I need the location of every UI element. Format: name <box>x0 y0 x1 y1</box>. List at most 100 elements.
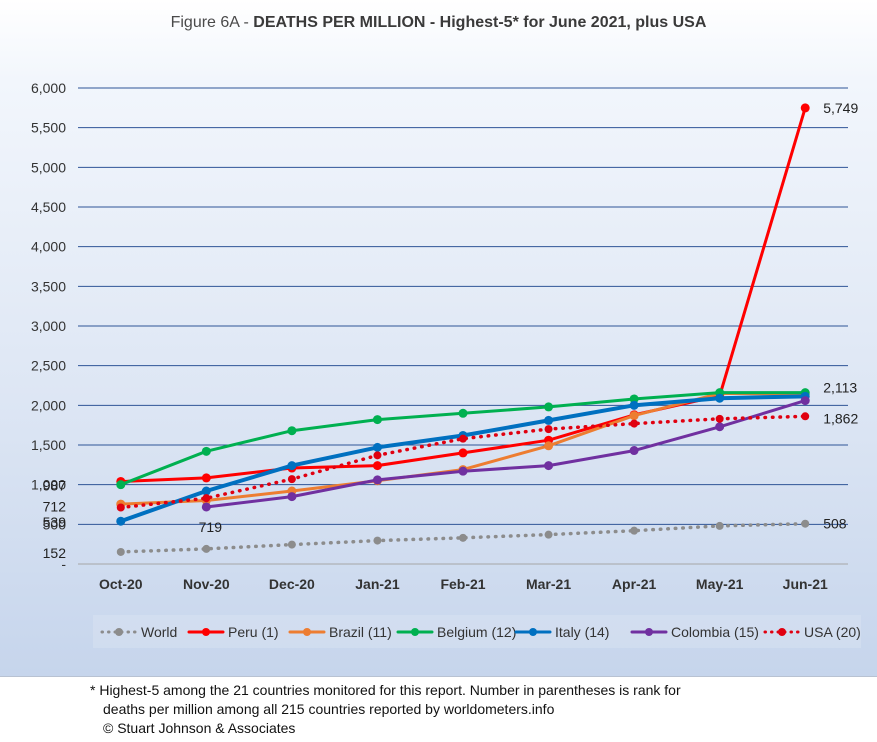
data-label: 712 <box>43 499 67 515</box>
series-line-world <box>119 521 807 554</box>
marker-world <box>116 547 125 556</box>
x-tick-label: Feb-21 <box>440 576 485 592</box>
data-label: 2,113 <box>823 379 857 395</box>
data-label: 152 <box>43 545 67 561</box>
marker-world <box>801 519 810 528</box>
legend-marker-belgium-12 <box>411 628 419 636</box>
marker-brazil-11 <box>544 441 554 451</box>
marker-belgium-12 <box>201 446 211 456</box>
footnote-line-1: * Highest-5 among the 21 countries monit… <box>90 682 681 698</box>
y-tick-label: 2,000 <box>31 397 66 413</box>
y-tick-label: 2,500 <box>31 358 66 374</box>
series-line-usa-20 <box>119 414 807 510</box>
footnote-line-2: deaths per million among all 215 countri… <box>103 701 555 717</box>
data-label: 508 <box>823 516 847 532</box>
y-tick-label: 3,000 <box>31 318 66 334</box>
marker-usa-20 <box>287 475 296 484</box>
x-tick-label: May-21 <box>696 576 744 592</box>
marker-belgium-12 <box>287 426 297 436</box>
data-label: 1,862 <box>823 410 858 426</box>
marker-colombia-15 <box>458 466 468 476</box>
marker-belgium-12 <box>629 394 639 404</box>
marker-colombia-15 <box>287 492 297 502</box>
marker-colombia-15 <box>544 461 554 471</box>
legend-label: Colombia (15) <box>671 624 759 640</box>
legend-marker-usa-20 <box>778 628 786 636</box>
marker-usa-20 <box>202 494 211 503</box>
marker-peru-1 <box>201 473 211 483</box>
y-tick-label: 1,000 <box>31 477 66 493</box>
marker-peru-1 <box>458 448 468 458</box>
legend-marker-brazil-11 <box>303 628 311 636</box>
series-line-colombia-15 <box>204 399 807 509</box>
marker-colombia-15 <box>715 422 725 432</box>
legend-marker-world <box>115 628 123 636</box>
legend-marker-colombia-15 <box>645 628 653 636</box>
data-label: 719 <box>199 519 223 535</box>
marker-italy-14 <box>116 516 126 526</box>
y-tick-label: 1,500 <box>31 437 66 453</box>
marker-usa-20 <box>459 434 467 443</box>
data-label: 5,749 <box>823 100 858 116</box>
legend-label: Brazil (11) <box>329 624 392 640</box>
marker-italy-14 <box>201 486 211 496</box>
chart-title-bold: DEATHS PER MILLION - Highest-5* for June… <box>253 14 707 31</box>
marker-belgium-12 <box>372 415 382 425</box>
series-line-peru-1 <box>119 106 807 483</box>
x-tick-label: Nov-20 <box>183 576 230 592</box>
marker-usa-20 <box>715 414 724 423</box>
y-tick-label: 5,000 <box>31 159 66 175</box>
chart-area: Figure 6A - DEATHS PER MILLION - Highest… <box>0 0 877 677</box>
marker-italy-14 <box>715 393 725 403</box>
marker-peru-1 <box>372 461 382 471</box>
marker-belgium-12 <box>458 408 468 418</box>
footnote-copyright: © Stuart Johnson & Associates <box>103 720 296 736</box>
footnote: * Highest-5 among the 21 countries monit… <box>90 681 681 738</box>
y-tick-label: 4,000 <box>31 239 66 255</box>
y-tick-label: 6,000 <box>31 80 66 96</box>
legend-marker-italy-14 <box>529 628 537 636</box>
x-tick-label: Jan-21 <box>355 576 400 592</box>
marker-world <box>202 544 211 553</box>
y-tick-label: 5,500 <box>31 120 66 136</box>
marker-italy-14 <box>372 442 382 452</box>
marker-usa-20 <box>630 419 639 428</box>
line-chart: - 500 1,000 1,500 2,000 2,500 3,000 3,500 4,000 4… <box>30 80 861 640</box>
x-tick-label: Jun-21 <box>783 576 828 592</box>
x-tick-label: Mar-21 <box>526 576 571 592</box>
x-tick-label: Dec-20 <box>269 576 315 592</box>
marker-italy-14 <box>544 415 554 425</box>
marker-belgium-12 <box>116 480 126 490</box>
legend-label: Belgium (12) <box>437 624 516 640</box>
marker-colombia-15 <box>201 502 211 512</box>
legend-label: Peru (1) <box>228 624 279 640</box>
marker-peru-1 <box>800 103 810 113</box>
marker-italy-14 <box>629 400 639 410</box>
chart-title-prefix: Figure 6A - <box>170 14 254 31</box>
marker-world <box>459 533 467 542</box>
marker-colombia-15 <box>800 396 810 406</box>
y-tick-label: 4,500 <box>31 199 66 215</box>
marker-colombia-15 <box>372 475 382 485</box>
y-tick-label: - <box>61 556 66 572</box>
legend-label: Italy (14) <box>555 624 609 640</box>
legend-marker-peru-1 <box>202 628 210 636</box>
marker-colombia-15 <box>629 446 639 456</box>
legend-label: USA (20) <box>804 624 861 640</box>
marker-italy-14 <box>287 461 297 471</box>
data-label: 539 <box>43 514 67 530</box>
marker-usa-20 <box>544 425 553 434</box>
marker-brazil-11 <box>629 411 639 421</box>
x-tick-label: Oct-20 <box>99 576 143 592</box>
x-tick-label: Apr-21 <box>612 576 657 592</box>
marker-belgium-12 <box>544 402 554 412</box>
chart-title: Figure 6A - DEATHS PER MILLION - Highest… <box>0 14 877 32</box>
y-tick-label: 3,500 <box>31 278 66 294</box>
marker-usa-20 <box>801 412 810 421</box>
marker-world <box>373 536 382 545</box>
marker-world <box>544 530 553 539</box>
marker-world <box>630 526 639 535</box>
data-label: 987 <box>43 478 67 494</box>
marker-usa-20 <box>116 503 125 512</box>
legend-label: World <box>141 624 177 640</box>
